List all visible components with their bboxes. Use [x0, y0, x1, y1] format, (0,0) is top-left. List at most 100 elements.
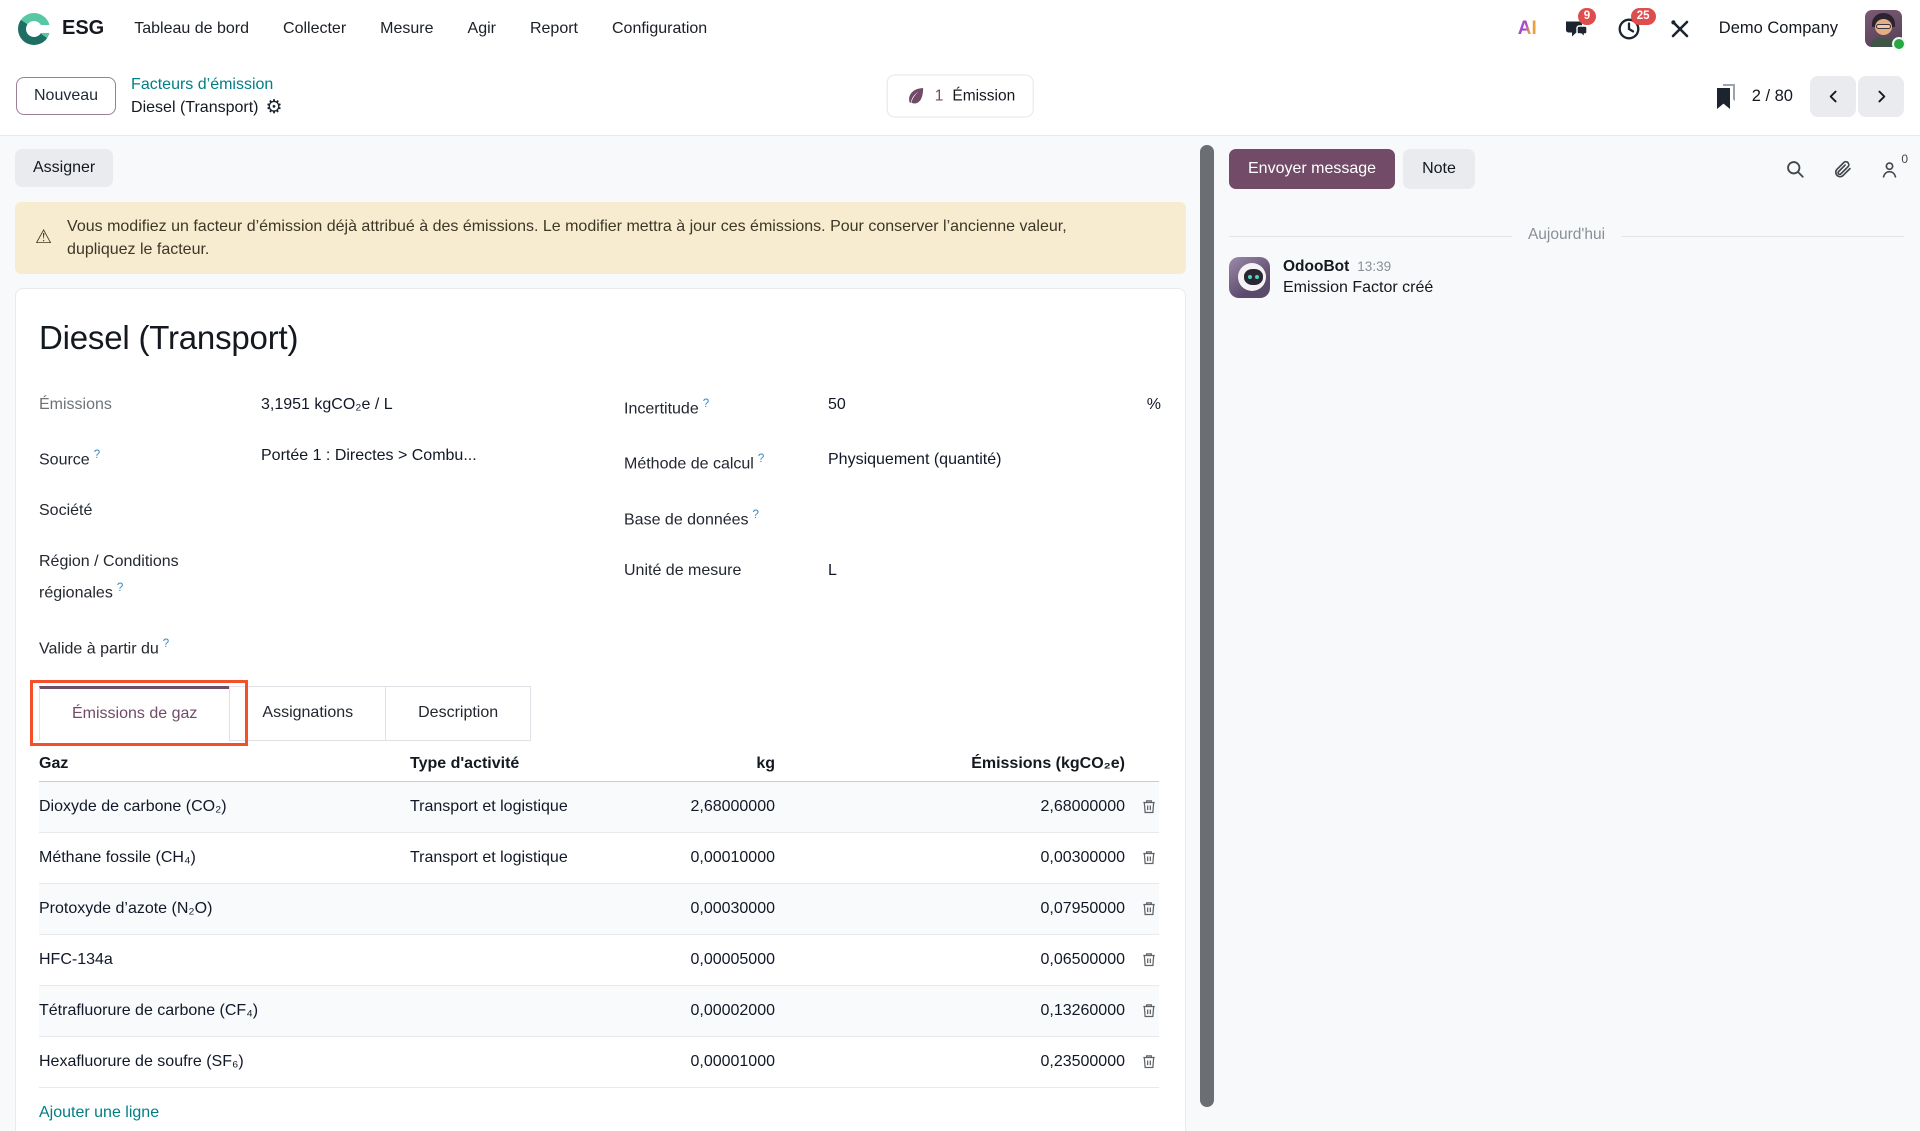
messages-badge: 9	[1577, 7, 1597, 25]
cell-gas[interactable]: Méthane fossile (CH₄)	[39, 848, 196, 866]
scrollbar-gutter	[1192, 136, 1229, 1131]
company-name[interactable]: Demo Company	[1718, 19, 1838, 37]
settings-gear-icon[interactable]: ⚙	[265, 97, 283, 118]
followers-button[interactable]: 0	[1879, 152, 1908, 180]
help-icon[interactable]	[758, 453, 764, 465]
field-database-value[interactable]	[828, 502, 1161, 533]
col-gas[interactable]: Gaz	[39, 754, 69, 772]
cell-activity[interactable]: Transport et logistique	[410, 797, 568, 815]
odoobot-avatar[interactable]	[1229, 257, 1270, 298]
col-kg[interactable]: kg	[756, 754, 775, 772]
scrollbar-thumb[interactable]	[1200, 145, 1214, 1107]
field-company-value[interactable]	[261, 497, 599, 524]
record-title[interactable]: Diesel (Transport)	[39, 319, 299, 356]
pager-previous-button[interactable]	[1810, 75, 1856, 117]
field-valid-from-value[interactable]	[261, 631, 599, 662]
field-uncertainty-suffix: %	[1146, 396, 1161, 413]
menu-item-dashboard[interactable]: Tableau de bord	[134, 19, 250, 37]
cell-kg[interactable]: 0,00030000	[690, 899, 775, 917]
field-uncertainty: Incertitude 50 %	[624, 391, 1161, 422]
field-emissions-value[interactable]: 3,1951 kgCO₂e / L	[261, 396, 393, 413]
cell-emissions[interactable]: 0,06500000	[1040, 950, 1125, 968]
menu-item-measure[interactable]: Mesure	[380, 19, 434, 37]
debug-tools-icon[interactable]	[1668, 17, 1692, 41]
form-pane: Assigner ⚠ Vous modifiez un facteur d’ém…	[0, 136, 1192, 1131]
add-line-link[interactable]: Ajouter une ligne	[39, 1103, 160, 1121]
cell-kg[interactable]: 0,00005000	[690, 950, 775, 968]
cell-emissions[interactable]: 0,07950000	[1040, 899, 1125, 917]
field-source-value[interactable]: Portée 1 : Directes > Combu...	[261, 447, 477, 464]
activities-icon[interactable]: 25	[1617, 7, 1656, 41]
odoobot-eye	[1248, 275, 1252, 279]
cell-kg[interactable]: 2,68000000	[690, 797, 775, 815]
cell-gas[interactable]: Dioxyde de carbone (CO₂)	[39, 797, 227, 815]
tab-gas-emissions[interactable]: Émissions de gaz	[39, 685, 231, 741]
message-body: Emission Factor créé	[1283, 279, 1434, 296]
cell-activity[interactable]: Transport et logistique	[410, 848, 568, 866]
delete-row-button[interactable]	[1139, 847, 1159, 868]
odoobot-eye	[1255, 275, 1259, 279]
app-name: ESG	[62, 17, 105, 39]
gas-emissions-table: Gaz Type d'activité kg Émissions (kgCO₂e…	[39, 747, 1159, 1131]
menu-item-report[interactable]: Report	[529, 19, 578, 37]
message-author[interactable]: OdooBot	[1283, 258, 1350, 275]
field-calc-method-value[interactable]: Physiquement (quantité)	[828, 451, 1002, 469]
cell-kg[interactable]: 0,00002000	[690, 1001, 775, 1019]
avatar-body	[1871, 38, 1896, 47]
delete-row-button[interactable]	[1139, 1000, 1159, 1021]
menu-item-act[interactable]: Agir	[467, 19, 496, 37]
top-navbar: ESG Tableau de bord Collecter Mesure Agi…	[0, 0, 1920, 57]
assign-button[interactable]: Assigner	[15, 149, 114, 187]
field-uom-value[interactable]: L	[828, 561, 837, 579]
tab-description[interactable]: Description	[385, 685, 532, 741]
pager-next-button[interactable]	[1858, 75, 1904, 117]
tab-assignations[interactable]: Assignations	[229, 685, 387, 741]
col-activity[interactable]: Type d'activité	[410, 754, 520, 772]
help-icon[interactable]	[117, 582, 123, 594]
user-avatar[interactable]	[1865, 10, 1906, 51]
messages-icon[interactable]: 9	[1564, 7, 1597, 41]
delete-row-button[interactable]	[1139, 949, 1159, 970]
cell-emissions[interactable]: 0,23500000	[1040, 1052, 1125, 1070]
online-status-icon	[1892, 37, 1906, 51]
help-icon[interactable]	[163, 638, 169, 650]
search-messages-button[interactable]	[1785, 159, 1806, 180]
col-emissions[interactable]: Émissions (kgCO₂e)	[971, 754, 1125, 772]
field-emissions-label: Émissions	[39, 396, 112, 413]
help-icon[interactable]	[703, 398, 709, 410]
cell-gas[interactable]: HFC-134a	[39, 950, 113, 968]
log-note-button[interactable]: Note	[1403, 149, 1475, 189]
cell-emissions[interactable]: 2,68000000	[1040, 797, 1125, 815]
esg-app-logo-icon[interactable]	[18, 12, 50, 45]
cell-gas[interactable]: Tétrafluorure de carbone (CF₄)	[39, 1001, 259, 1019]
field-valid-from: Valide à partir du	[39, 631, 599, 662]
new-button[interactable]: Nouveau	[16, 77, 117, 115]
attach-files-button[interactable]	[1832, 159, 1853, 180]
cell-gas[interactable]: Hexafluorure de soufre (SF₆)	[39, 1052, 244, 1070]
cell-emissions[interactable]: 0,00300000	[1040, 848, 1125, 866]
field-region-value[interactable]	[261, 548, 599, 606]
help-icon[interactable]	[94, 449, 100, 461]
warning-text: Vous modifiez un facteur d’émission déjà…	[67, 218, 1067, 258]
cell-emissions[interactable]: 0,13260000	[1040, 1001, 1125, 1019]
menu-item-collect[interactable]: Collecter	[283, 19, 347, 37]
menu-item-configuration[interactable]: Configuration	[612, 19, 708, 37]
delete-row-button[interactable]	[1139, 796, 1159, 817]
stat-label: Émission	[952, 87, 1016, 104]
ai-icon[interactable]: AI	[1517, 17, 1537, 39]
cell-gas[interactable]: Protoxyde d’azote (N₂O)	[39, 899, 213, 917]
table-header-row: Gaz Type d'activité kg Émissions (kgCO₂e…	[39, 747, 1159, 782]
cell-kg[interactable]: 0,00001000	[690, 1052, 775, 1070]
field-uncertainty-value[interactable]: 50	[828, 396, 846, 413]
send-message-button[interactable]: Envoyer message	[1229, 149, 1396, 189]
table-row: Protoxyde d’azote (N₂O) 0,00030000 0,079…	[39, 883, 1159, 935]
help-icon[interactable]	[753, 509, 759, 521]
bookmark-icon[interactable]	[1713, 83, 1735, 109]
control-panel: Nouveau Facteurs d’émission Diesel (Tran…	[0, 57, 1920, 136]
breadcrumb-parent-link[interactable]: Facteurs d’émission	[131, 76, 274, 93]
delete-row-button[interactable]	[1139, 1051, 1159, 1072]
chevron-right-icon	[1877, 90, 1885, 102]
cell-kg[interactable]: 0,00010000	[690, 848, 775, 866]
emission-stat-button[interactable]: 1 Émission	[886, 74, 1034, 118]
delete-row-button[interactable]	[1139, 898, 1159, 919]
